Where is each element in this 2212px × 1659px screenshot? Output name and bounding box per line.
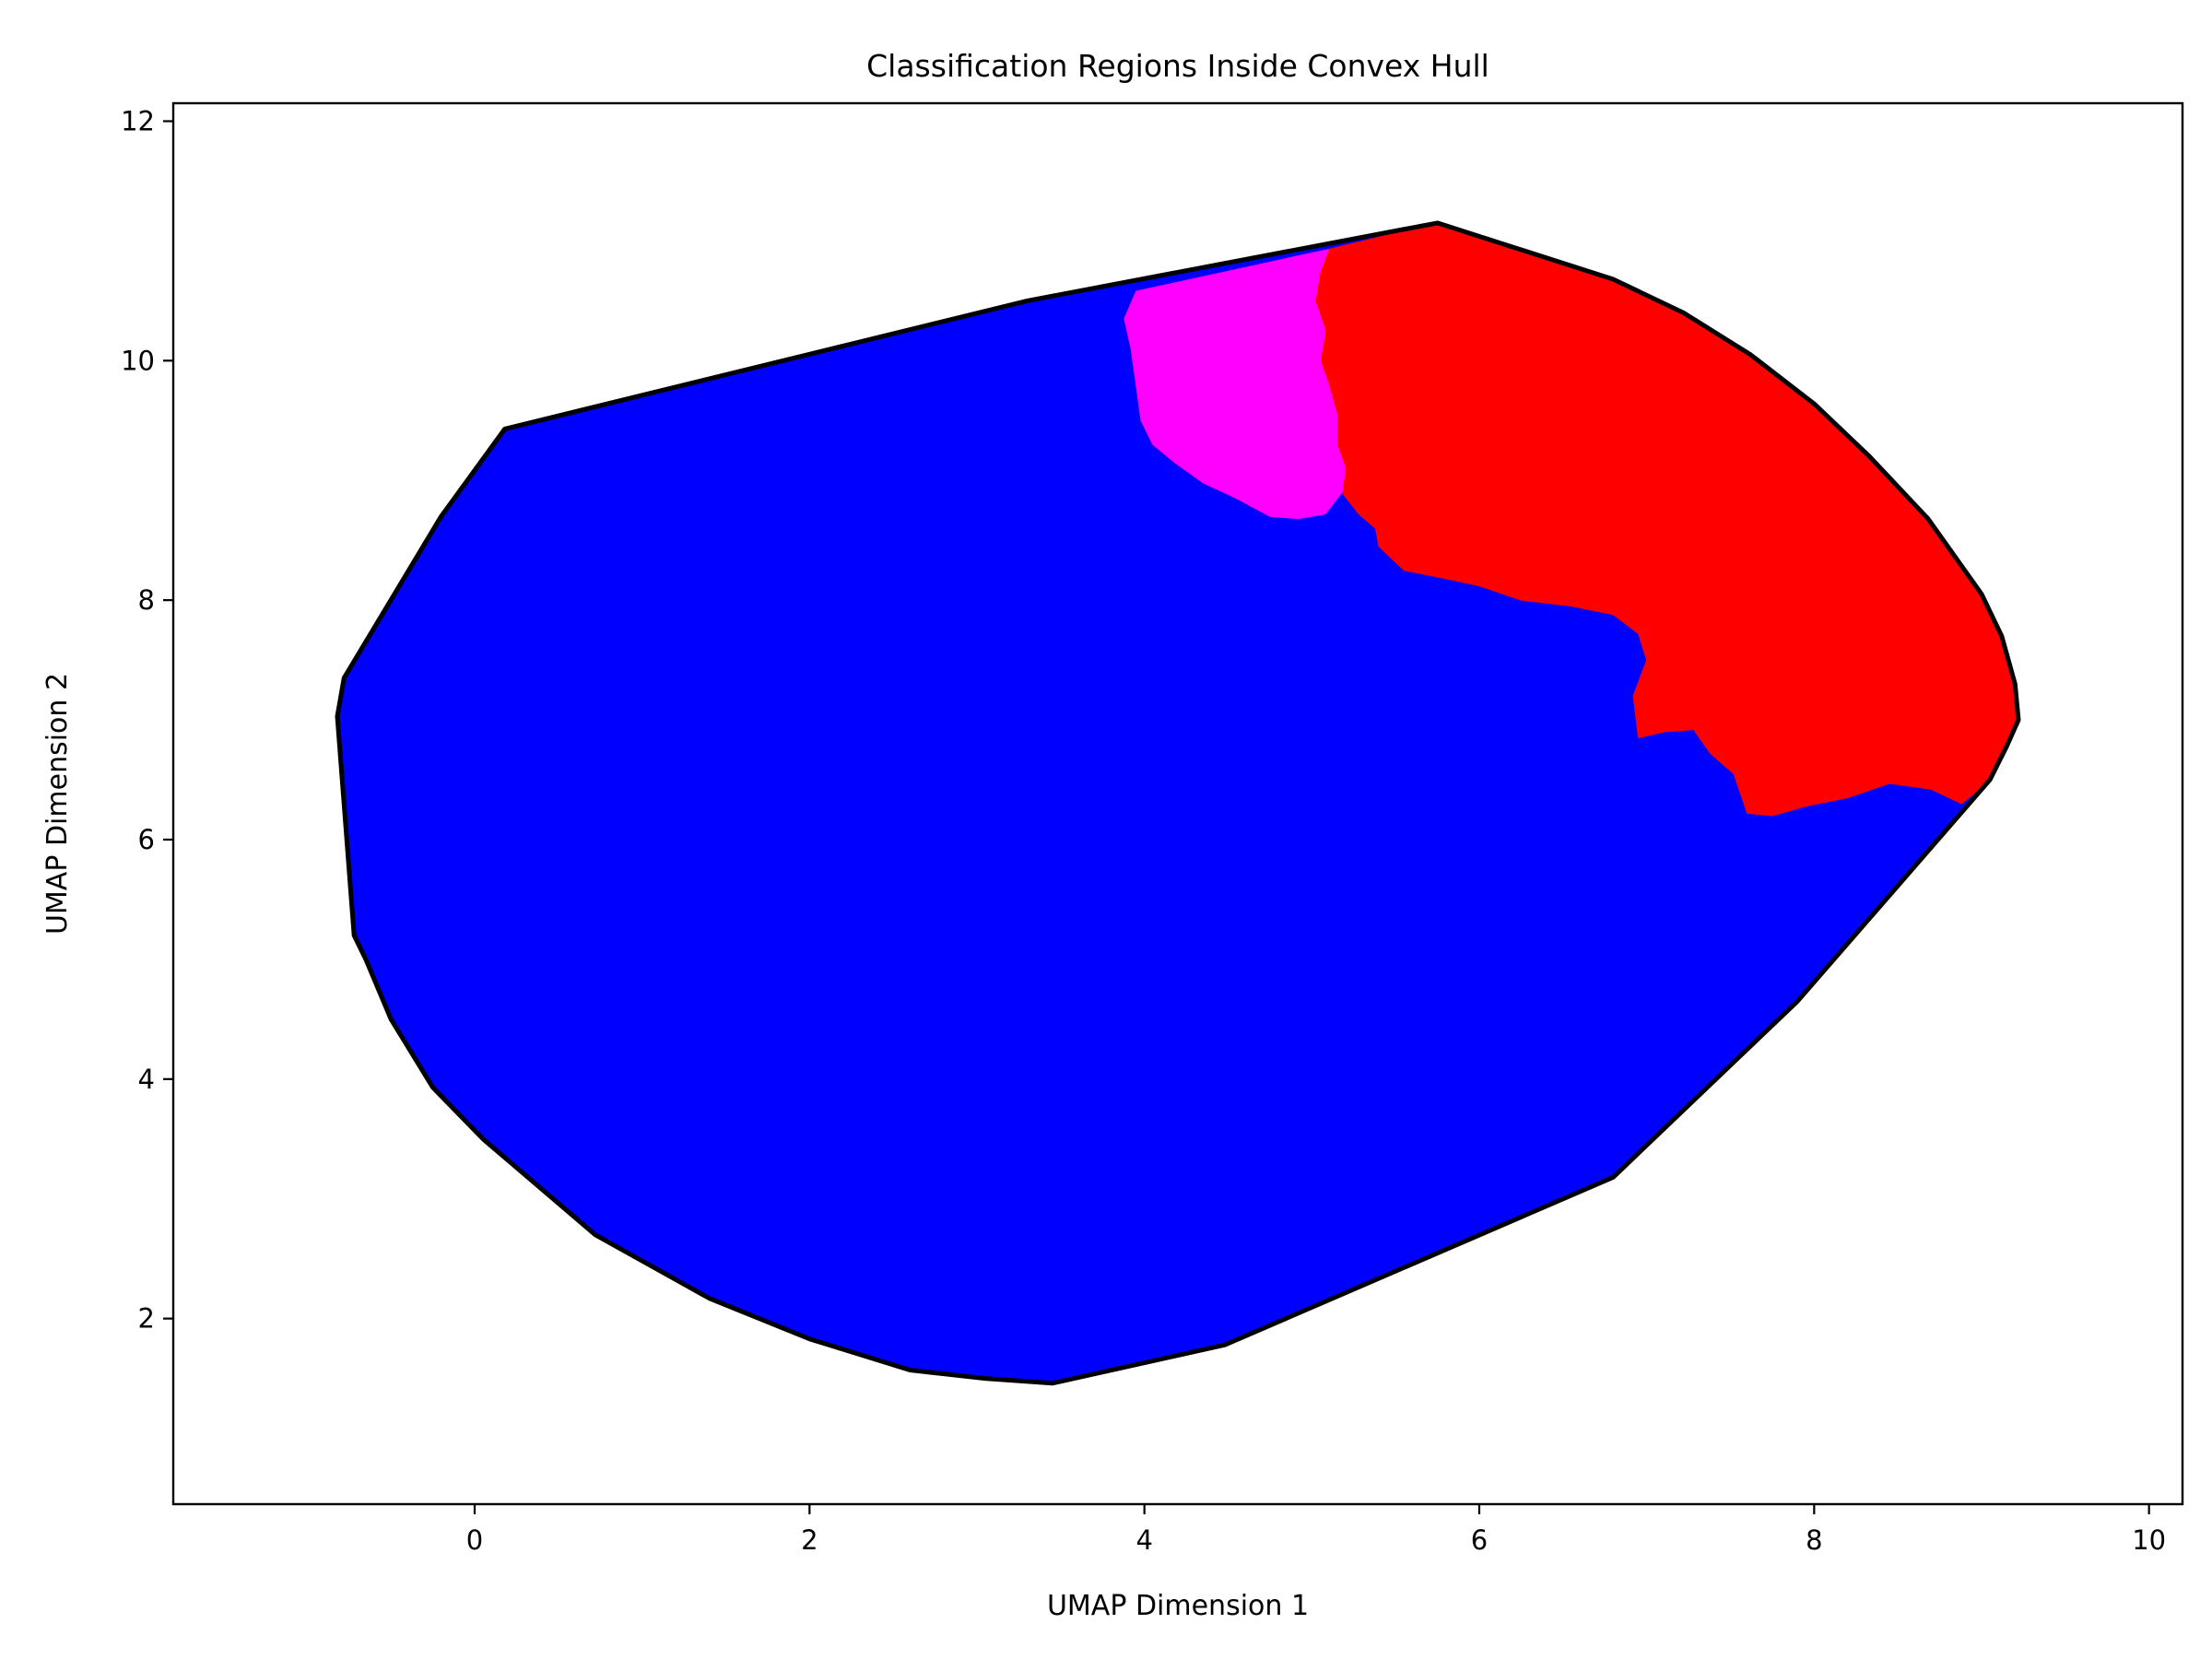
y-tick-label: 2 bbox=[138, 1303, 155, 1335]
y-tick-label: 12 bbox=[121, 105, 155, 136]
y-tick-label: 4 bbox=[138, 1064, 155, 1095]
y-tick-label: 8 bbox=[138, 584, 155, 616]
y-axis-label: UMAP Dimension 2 bbox=[41, 673, 74, 935]
y-tick-label: 6 bbox=[138, 824, 155, 855]
x-tick-label: 0 bbox=[466, 1524, 483, 1556]
convex-hull-outline bbox=[335, 220, 2021, 1386]
y-tick-label: 10 bbox=[121, 345, 155, 376]
x-tick-label: 8 bbox=[1806, 1524, 1822, 1556]
x-tick-label: 10 bbox=[2132, 1524, 2166, 1556]
class-region-3 bbox=[1124, 248, 1347, 520]
x-axis-ticks: 0 2 4 6 8 10 bbox=[466, 1504, 2166, 1556]
y-axis-ticks: 2 4 6 8 10 12 bbox=[121, 105, 173, 1335]
x-axis-label: UMAP Dimension 1 bbox=[1047, 1590, 1309, 1622]
hull-layer bbox=[335, 220, 2021, 1386]
x-tick-label: 2 bbox=[801, 1524, 818, 1556]
axes-frame bbox=[171, 101, 2184, 1506]
x-tick-label: 4 bbox=[1135, 1524, 1152, 1556]
x-tick-label: 6 bbox=[1471, 1524, 1488, 1556]
chart-title: Classification Regions Inside Convex Hul… bbox=[866, 48, 1489, 84]
plot-area bbox=[171, 101, 2184, 1506]
